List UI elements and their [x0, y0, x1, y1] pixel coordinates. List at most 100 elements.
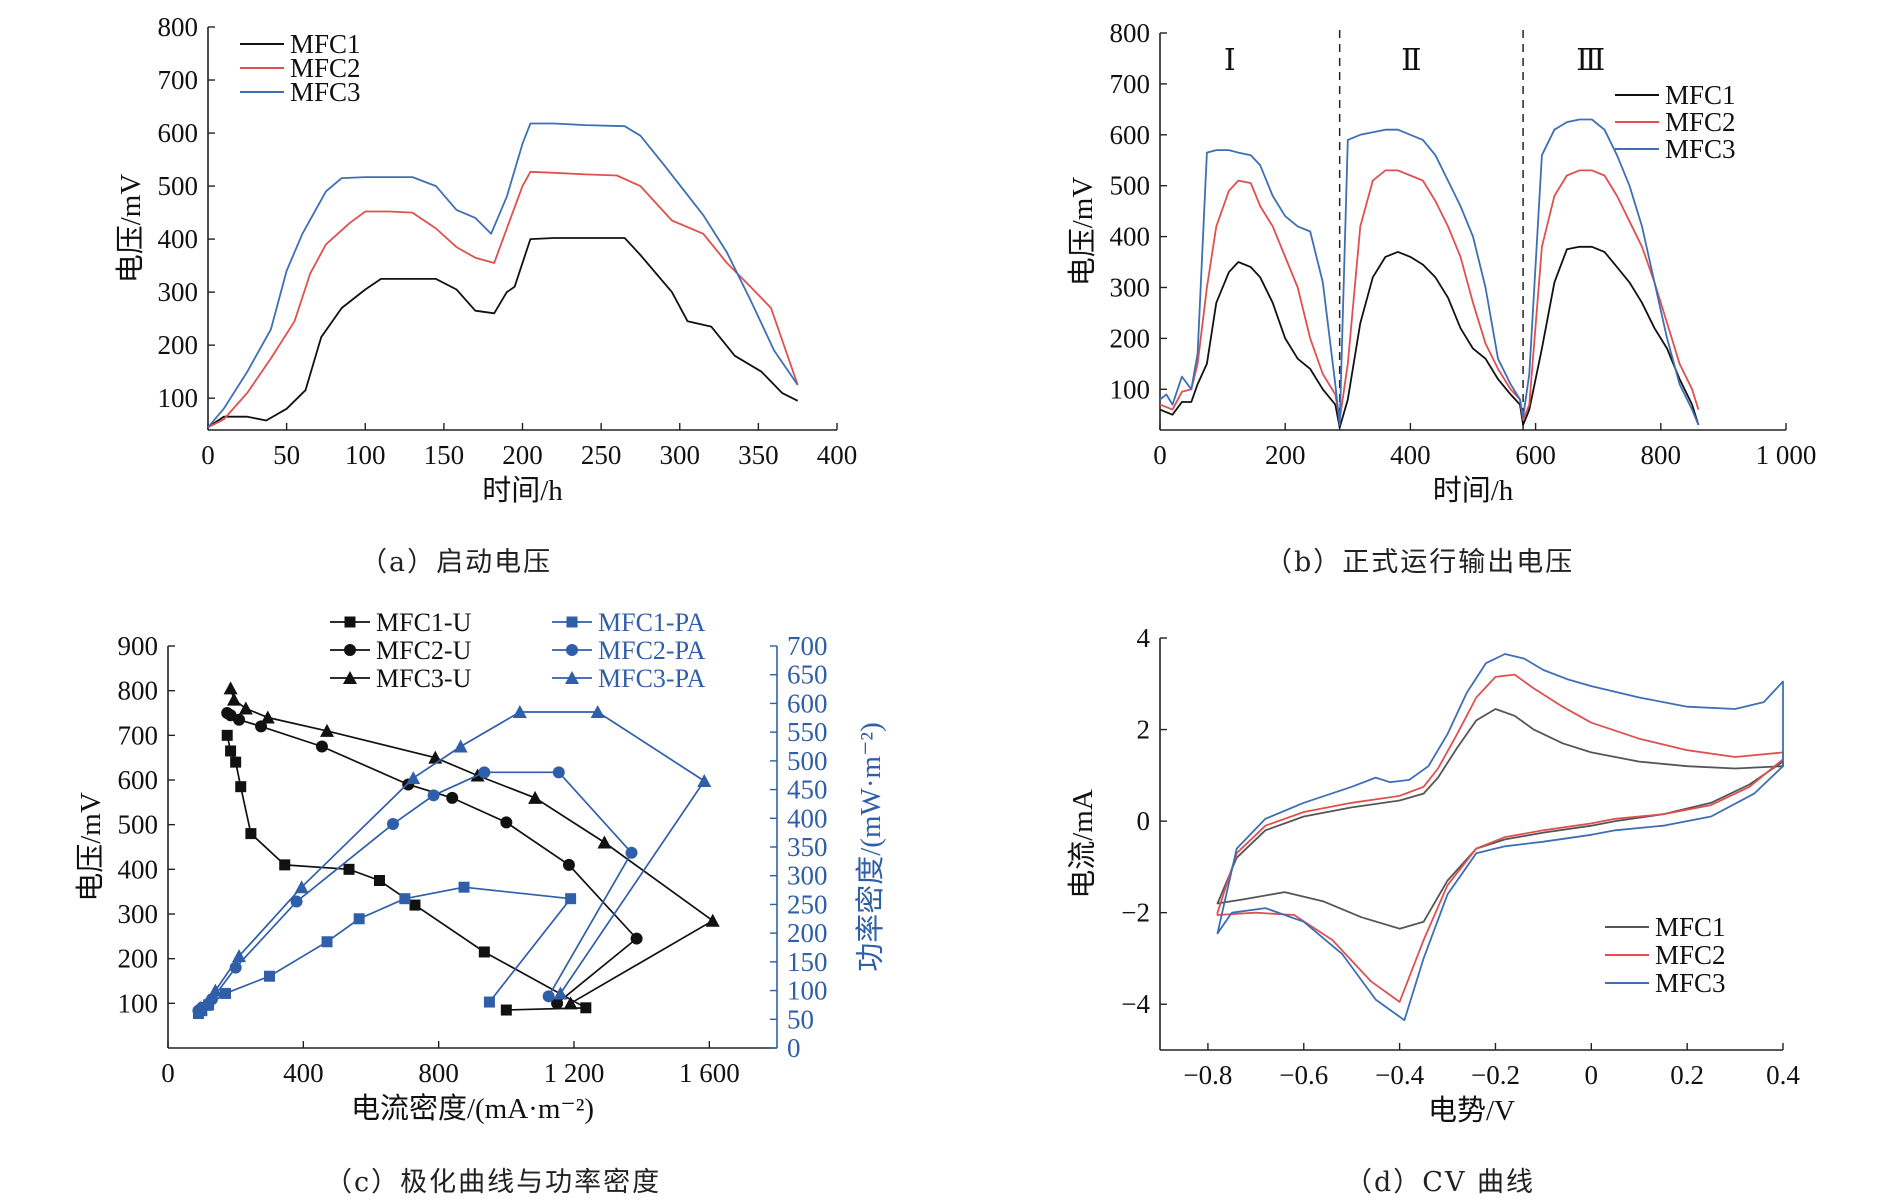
data-point-mfc3-pa — [453, 739, 468, 753]
x-tick-label: 0 — [201, 440, 215, 470]
y2-tick-label: 700 — [787, 631, 828, 661]
y-axis-label: 电压/mV — [1066, 177, 1099, 287]
panel-b: 0 200 400 600 800 1 000 100 200 300 400 500 600 700 8… — [950, 0, 1890, 540]
x-tick-label: 0 — [161, 1058, 175, 1088]
x-tick-label: 300 — [660, 440, 701, 470]
data-point-mfc3-pa — [697, 773, 712, 787]
data-point-mfc1-u — [221, 729, 233, 741]
legend-marker-mfc2-pa — [566, 644, 578, 656]
legend-label-mfc1-u: MFC1-U — [376, 608, 472, 637]
phase-label: Ⅰ — [1224, 44, 1236, 77]
x-tick-label: 200 — [1265, 440, 1306, 470]
y-tick-label: 700 — [158, 65, 199, 95]
data-point-mfc1-u — [500, 1004, 512, 1016]
data-point-mfc1-pa — [353, 913, 365, 925]
legend-label-mfc1: MFC1 — [1665, 80, 1736, 110]
x-tick-label: 1 200 — [544, 1058, 605, 1088]
y-tick-label: 100 — [1110, 374, 1151, 404]
panel-c: 0 400 800 1 200 1 600 100 200 300 400 500 600 700 80… — [0, 600, 900, 1160]
y-tick-label: −4 — [1121, 989, 1150, 1019]
y-tick-label: 4 — [1137, 623, 1151, 653]
data-point-mfc2-pa — [625, 846, 638, 859]
legend-marker-mfc1-u — [344, 616, 356, 628]
data-point-mfc1-pa — [565, 893, 577, 905]
data-point-mfc2-u — [500, 816, 513, 829]
x-tick-label: 400 — [817, 440, 858, 470]
data-point-mfc3-pa — [198, 997, 213, 1011]
legend-marker-mfc2-u — [344, 644, 356, 656]
x-tick-label: 0.4 — [1766, 1060, 1800, 1090]
x-tick-label: 0.2 — [1670, 1060, 1704, 1090]
y-tick-label: 300 — [1110, 272, 1151, 302]
legend-label-mfc2-u: MFC2-U — [376, 636, 472, 665]
x-tick-label: 800 — [418, 1058, 459, 1088]
phase-label: Ⅱ — [1401, 44, 1421, 77]
y2-tick-label: 550 — [787, 717, 828, 747]
legend-marker-mfc3-u — [343, 671, 357, 684]
y-tick-label: 100 — [118, 988, 159, 1018]
y-tick-label: 600 — [1110, 120, 1151, 150]
series-line-mfc3 — [207, 122, 799, 428]
x-tick-label: 400 — [1390, 440, 1431, 470]
data-point-mfc3-u — [597, 835, 612, 849]
y-tick-label: 800 — [118, 676, 159, 706]
series-line-mfc2 — [207, 170, 799, 429]
x-tick-label: 200 — [502, 440, 543, 470]
data-point-mfc2-u — [315, 740, 328, 753]
series-line-mfc3 — [1159, 118, 1700, 426]
y-axis-label: 电压/mV — [114, 174, 147, 284]
y2-tick-label: 600 — [787, 688, 828, 718]
data-point-mfc2-u — [562, 858, 575, 871]
data-point-mfc3-pa — [512, 705, 527, 719]
y-tick-label: −2 — [1121, 898, 1150, 928]
y2-tick-label: 200 — [787, 918, 828, 948]
x-tick-label: 100 — [345, 440, 386, 470]
data-point-mfc1-pa — [483, 996, 495, 1008]
x-tick-label: 1 600 — [679, 1058, 740, 1088]
panel-a: 0 50 100 150 200 250 300 350 400 100 200 300 400 500 6… — [0, 0, 900, 540]
data-point-mfc1-u — [279, 859, 291, 871]
y-tick-label: 100 — [158, 383, 199, 413]
data-point-mfc2-u — [551, 997, 564, 1010]
y-tick-label: 500 — [158, 171, 199, 201]
x-tick-label: −0.6 — [1279, 1060, 1328, 1090]
x-tick-label: 250 — [581, 440, 622, 470]
y2-axis-label: 功率密度/(mW·m⁻²) — [854, 722, 887, 972]
x-tick-label: 0 — [1585, 1060, 1599, 1090]
y-tick-label: 0 — [1137, 806, 1151, 836]
x-tick-label: −0.4 — [1375, 1060, 1424, 1090]
chart-a: 0 50 100 150 200 250 300 350 400 100 200 300 400 500 6… — [114, 12, 858, 507]
data-point-mfc2-pa — [478, 766, 491, 779]
y-tick-label: 200 — [118, 944, 159, 974]
series-line-mfc3 — [1216, 653, 1784, 1022]
data-point-mfc2-pa — [552, 766, 565, 779]
y2-tick-label: 100 — [787, 976, 828, 1006]
series-line-mfc2 — [1159, 169, 1700, 421]
data-point-mfc1-u — [409, 899, 421, 911]
data-point-mfc3-pa — [406, 771, 421, 785]
data-point-mfc1-u — [373, 875, 385, 886]
y-tick-label: 200 — [158, 330, 199, 360]
y2-tick-label: 400 — [787, 803, 828, 833]
data-point-mfc1-pa — [321, 936, 333, 948]
y-tick-label: 600 — [158, 118, 199, 148]
legend-label-mfc1: MFC1 — [1655, 912, 1726, 942]
legend-label-mfc1: MFC1 — [290, 29, 361, 59]
legend-label-mfc2-pa: MFC2-PA — [598, 636, 706, 665]
data-point-mfc1-u — [343, 863, 355, 875]
data-point-mfc3-pa — [208, 983, 223, 997]
series-line-mfc1 — [1159, 245, 1700, 429]
data-point-mfc3-u — [260, 710, 275, 724]
legend-label-mfc3: MFC3 — [290, 77, 361, 107]
data-point-mfc2-u — [446, 791, 459, 804]
data-point-mfc1-pa — [399, 893, 411, 905]
y-tick-label: 400 — [158, 224, 199, 254]
x-axis-label: 电流密度/(mA·m⁻²) — [351, 1092, 594, 1125]
series-line-mfc2-pa — [197, 771, 633, 1012]
panel-d: −0.8 −0.6 −0.4 −0.2 0 0.2 0.4 −4 −2 0 2 4 电势/V 电流/mA M… — [1000, 600, 1890, 1160]
legend-label-mfc3-u: MFC3-U — [376, 664, 472, 693]
y-tick-label: 500 — [118, 810, 159, 840]
y2-tick-label: 350 — [787, 832, 828, 862]
chart-c: 0 400 800 1 200 1 60010020030040050060070080… — [74, 608, 887, 1125]
y2-tick-label: 450 — [787, 775, 828, 805]
